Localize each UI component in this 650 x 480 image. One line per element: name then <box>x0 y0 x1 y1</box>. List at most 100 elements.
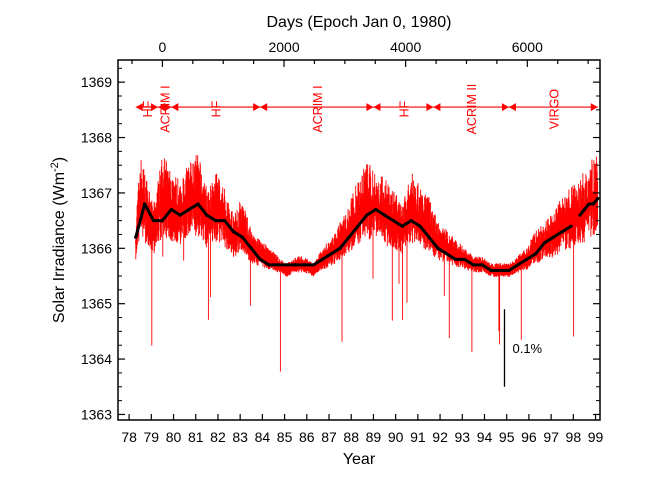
scale-bar-label: 0.1% <box>512 341 542 356</box>
y-axis-label: Solar Irradiance (Wm-2) <box>49 157 68 323</box>
x-tick-label: 87 <box>321 429 337 445</box>
x-tick-label: 78 <box>121 429 137 445</box>
instrument-arrowhead <box>260 103 268 112</box>
instrument-label-group: VIRGO <box>547 89 561 130</box>
x-tick-label: 91 <box>410 429 426 445</box>
x-tick-label: 96 <box>521 429 537 445</box>
series-1-point <box>329 252 333 256</box>
instrument-label: ACRIM II <box>465 84 479 135</box>
x-tick-label: 92 <box>432 429 448 445</box>
series-1-point <box>285 263 289 267</box>
series-0-point <box>259 252 262 255</box>
instrument-arrowhead <box>135 103 143 112</box>
instrument-label: VIRGO <box>547 89 561 130</box>
x-tick-label: 98 <box>566 429 582 445</box>
series-2-point <box>596 196 600 201</box>
x-tick-label: 94 <box>477 429 493 445</box>
series-0-point <box>241 225 244 228</box>
series-1-point <box>187 207 191 212</box>
series-1-point <box>418 224 422 228</box>
instrument-arrowhead <box>590 103 598 112</box>
chart-annotation-layer: HF ACRIM I HF ACRIM I HF ACRIM II VIRGO 0.1% <box>135 84 598 387</box>
y-tick-label: 1369 <box>81 74 112 90</box>
series-0-point <box>357 214 359 217</box>
plot-frame <box>117 59 601 421</box>
series-1-point <box>534 252 538 256</box>
series-0-point <box>428 225 430 228</box>
series-1-point <box>258 257 262 261</box>
chart-axes-layer: 1363 1364 1365 1366 1367 1368 1369 78 79 80 81 82 83… <box>81 39 604 445</box>
series-1-point <box>525 257 529 261</box>
series-1-point <box>347 235 351 239</box>
top-tick-label: 0 <box>159 39 167 55</box>
series-1-point <box>160 219 164 223</box>
series-1-point <box>240 235 244 239</box>
series-0-point <box>339 241 341 244</box>
y-axis-label-close: ) <box>51 157 68 162</box>
series-1-point <box>205 213 209 217</box>
instrument-arrowhead <box>164 103 172 112</box>
instrument-arrowhead <box>508 103 516 112</box>
instrument-label-group: HF <box>141 100 155 117</box>
x-tick-label: 99 <box>588 429 604 445</box>
x-tick-label: 84 <box>255 429 271 445</box>
instrument-arrowhead <box>373 103 381 112</box>
chart-fill-layer <box>135 155 599 372</box>
series-0-point <box>454 252 457 255</box>
series-1-point <box>365 213 369 217</box>
series-0-point <box>445 247 448 250</box>
series-0-point <box>134 241 137 244</box>
x-tick-label: 88 <box>343 429 359 445</box>
series-1-point <box>454 257 458 261</box>
x-tick-label: 90 <box>388 429 404 445</box>
series-1-point <box>569 224 573 228</box>
instrument-label: HF <box>397 100 411 117</box>
x-tick-label: 82 <box>210 429 226 445</box>
instrument-label-group: ACRIM I <box>159 85 173 132</box>
series-1-point <box>338 246 342 250</box>
top-tick-label: 6000 <box>512 39 543 55</box>
instrument-arrowhead <box>157 103 165 112</box>
series-0-point <box>197 197 199 200</box>
x-tick-label: 97 <box>543 429 559 445</box>
series-1-point <box>427 235 431 239</box>
series-0-point <box>188 203 191 205</box>
series-1-point <box>391 219 395 223</box>
series-0-point <box>139 197 142 200</box>
series-2-point <box>582 207 587 212</box>
series-1-point <box>214 219 218 223</box>
instrument-label-group: HF <box>397 100 411 117</box>
series-0-point <box>152 230 155 233</box>
series-0-point <box>401 230 404 233</box>
x-tick-label: 89 <box>366 429 382 445</box>
series-0-point <box>410 208 413 211</box>
instrument-label: ACRIM I <box>159 85 173 132</box>
series-1-point <box>471 263 475 267</box>
instrument-label-group: ACRIM I <box>311 85 325 132</box>
instrument-label: ACRIM I <box>311 85 325 132</box>
x-tick-label: 93 <box>454 429 470 445</box>
series-0-point <box>419 219 421 222</box>
instrument-arrowhead <box>366 103 374 112</box>
y-tick-label: 1367 <box>81 185 112 201</box>
series-1-point <box>196 202 200 206</box>
x-tick-label: 80 <box>166 429 182 445</box>
series-2-point <box>578 213 582 217</box>
series-1-point <box>516 263 520 267</box>
series-0-point <box>348 230 350 233</box>
series-1-point <box>151 219 156 223</box>
series-1-point <box>267 263 271 267</box>
series-1-point <box>445 252 449 256</box>
y-tick-label: 1366 <box>81 240 112 256</box>
y-tick-label: 1368 <box>81 130 112 146</box>
instrument-arrowhead <box>426 103 434 112</box>
x-tick-label: 95 <box>499 429 515 445</box>
instrument-arrowhead <box>433 103 441 112</box>
series-0-point <box>205 219 208 222</box>
series-1-point <box>320 257 324 261</box>
series-0-point <box>570 219 572 222</box>
instrument-arrowhead <box>150 103 158 112</box>
x-tick-label: 81 <box>188 429 204 445</box>
instrument-label-group: HF <box>210 100 224 117</box>
